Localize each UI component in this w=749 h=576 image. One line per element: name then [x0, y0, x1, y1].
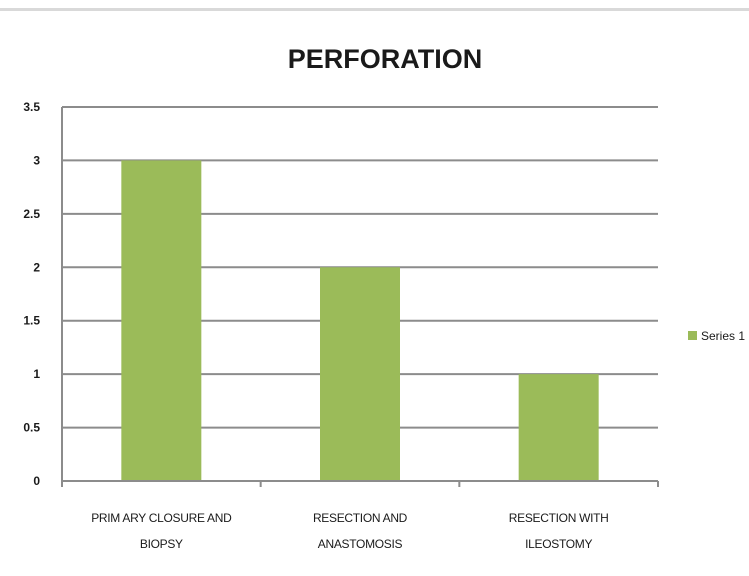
- bar: [518, 374, 599, 481]
- x-category-label: RESECTION AND: [313, 511, 408, 525]
- bar: [320, 267, 400, 481]
- top-divider: [0, 8, 749, 11]
- y-tick-label: 3: [33, 153, 40, 167]
- x-axis-category-labels: PRIM ARY CLOSURE AND BIOPSY RESECTION AND A…: [91, 511, 609, 551]
- x-category-label: RESECTION WITH: [509, 511, 609, 525]
- y-tick-label: 1: [33, 367, 40, 381]
- bars: [121, 160, 599, 481]
- bar: [121, 160, 202, 481]
- legend-swatch: [688, 331, 697, 340]
- y-tick-label: 0: [33, 474, 40, 488]
- y-tick-label: 3.5: [23, 100, 40, 114]
- x-category-label: ILEOSTOMY: [525, 537, 592, 551]
- x-category-label: ANASTOMOSIS: [318, 537, 403, 551]
- axes: [61, 107, 659, 487]
- x-category-label: BIOPSY: [140, 537, 183, 551]
- y-tick-label: 2: [33, 260, 40, 274]
- x-category-label: PRIM ARY CLOSURE AND: [91, 511, 232, 525]
- chart-title: PERFORATION: [288, 44, 483, 74]
- legend: Series 1: [688, 329, 745, 343]
- y-tick-label: 0.5: [23, 421, 40, 435]
- y-tick-label: 2.5: [23, 207, 40, 221]
- legend-label: Series 1: [701, 329, 745, 343]
- y-tick-label: 1.5: [23, 314, 40, 328]
- y-axis-tick-labels: 0 0.5 1 1.5 2 2.5 3 3.5: [23, 100, 40, 488]
